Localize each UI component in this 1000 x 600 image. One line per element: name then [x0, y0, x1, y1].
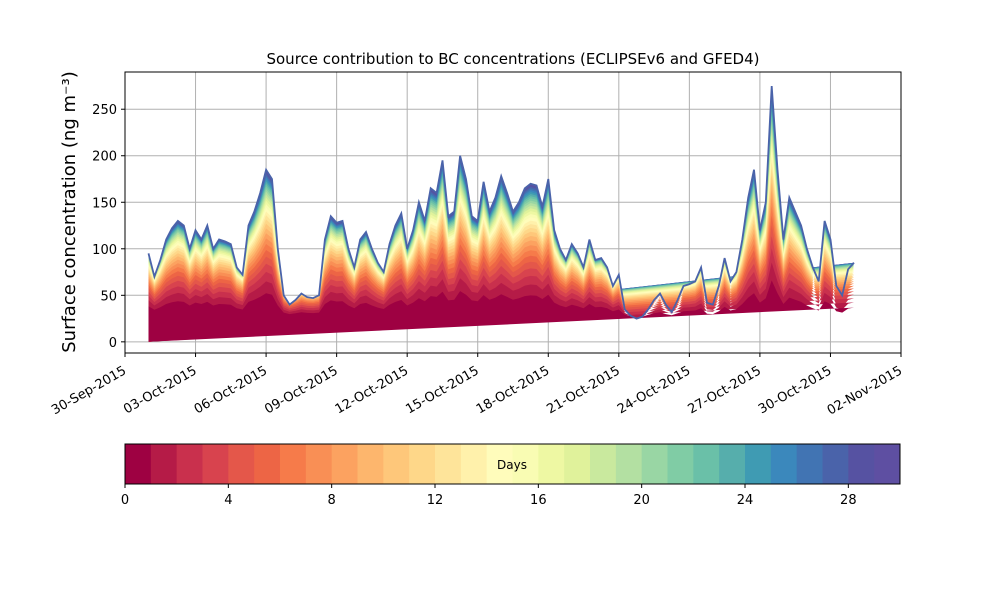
- colorbar-swatch: [770, 444, 798, 484]
- colorbar: 0 4 8 12 16 20 24 28: [121, 443, 901, 508]
- colorbar-swatch: [280, 444, 307, 484]
- y-tick-label: 100: [92, 243, 117, 258]
- colorbar-swatch: [435, 444, 462, 484]
- colorbar-swatch: [719, 444, 746, 484]
- colorbar-swatch: [693, 444, 720, 484]
- x-tick-label: 06-Oct-2015: [192, 363, 270, 417]
- colorbar-tick-label: 20: [633, 493, 650, 508]
- total-line: [147, 85, 855, 320]
- colorbar-swatch: [357, 444, 384, 484]
- colorbar-swatch: [202, 444, 229, 484]
- chart-title: Source contribution to BC concentrations…: [266, 50, 759, 68]
- colorbar-swatch: [538, 444, 565, 484]
- y-tick-label: 150: [92, 196, 117, 211]
- x-tick-label: 02-Nov-2015: [825, 363, 905, 418]
- x-tick-label: 15-Oct-2015: [403, 363, 481, 417]
- y-axis-label: Surface concentration (ng m⁻³): [59, 71, 80, 353]
- colorbar-swatch: [641, 444, 668, 484]
- colorbar-swatch: [512, 444, 539, 484]
- x-tick-label: 09-Oct-2015: [262, 363, 340, 417]
- colorbar-swatch: [667, 444, 694, 484]
- colorbar-swatch: [254, 444, 281, 484]
- colorbar-swatch: [228, 444, 255, 484]
- colorbar-tick-label: 12: [427, 493, 444, 508]
- colorbar-swatch: [486, 444, 513, 484]
- y-tick-label: 0: [109, 336, 117, 351]
- x-tick-label: 30-Oct-2015: [756, 363, 834, 417]
- x-tick-label: 12-Oct-2015: [333, 363, 411, 417]
- x-tick-label: 18-Oct-2015: [474, 363, 552, 417]
- area-day-0: [148, 280, 854, 342]
- plot-frame: [124, 71, 902, 354]
- colorbar-tick-label: 16: [530, 493, 547, 508]
- x-tick-label: 27-Oct-2015: [686, 363, 764, 417]
- colorbar-label: Days: [497, 458, 527, 472]
- colorbar-tick-label: 28: [840, 493, 857, 508]
- stacked-areas: [148, 86, 854, 342]
- colorbar-swatch: [150, 444, 178, 484]
- colorbar-swatch: [615, 444, 643, 484]
- colorbar-tick-label: 8: [328, 493, 336, 508]
- y-axis: 0 50 100 150 200 250: [92, 103, 125, 351]
- x-tick-label: 24-Oct-2015: [615, 363, 693, 417]
- x-tick-label: 21-Oct-2015: [544, 363, 622, 417]
- colorbar-tick-label: 4: [224, 493, 232, 508]
- colorbar-swatch: [125, 444, 152, 484]
- y-tick-label: 50: [100, 289, 117, 304]
- colorbar-swatch: [564, 444, 591, 484]
- x-axis: 30-Sep-201503-Oct-201506-Oct-201509-Oct-…: [49, 353, 905, 418]
- colorbar-swatch: [460, 444, 488, 484]
- colorbar-swatch: [176, 444, 203, 484]
- colorbar-swatch: [305, 444, 333, 484]
- colorbar-swatch: [590, 444, 617, 484]
- total-series-line: [147, 85, 855, 320]
- colorbar-frame: [124, 443, 901, 485]
- colorbar-tick-label: 0: [121, 493, 129, 508]
- colorbar-swatch: [409, 444, 436, 484]
- colorbar-swatch: [383, 444, 410, 484]
- y-tick-label: 250: [92, 103, 117, 118]
- colorbar-swatch: [331, 444, 358, 484]
- colorbar-swatch: [745, 444, 772, 484]
- y-tick-label: 200: [92, 150, 117, 165]
- colorbar-swatch: [796, 444, 823, 484]
- colorbar-swatch: [822, 444, 849, 484]
- colorbar-tick-label: 24: [737, 493, 754, 508]
- x-tick-label: 30-Sep-2015: [49, 363, 129, 418]
- colorbar-swatch: [874, 444, 901, 484]
- colorbar-swatch: [848, 444, 875, 484]
- x-tick-label: 03-Oct-2015: [121, 363, 199, 417]
